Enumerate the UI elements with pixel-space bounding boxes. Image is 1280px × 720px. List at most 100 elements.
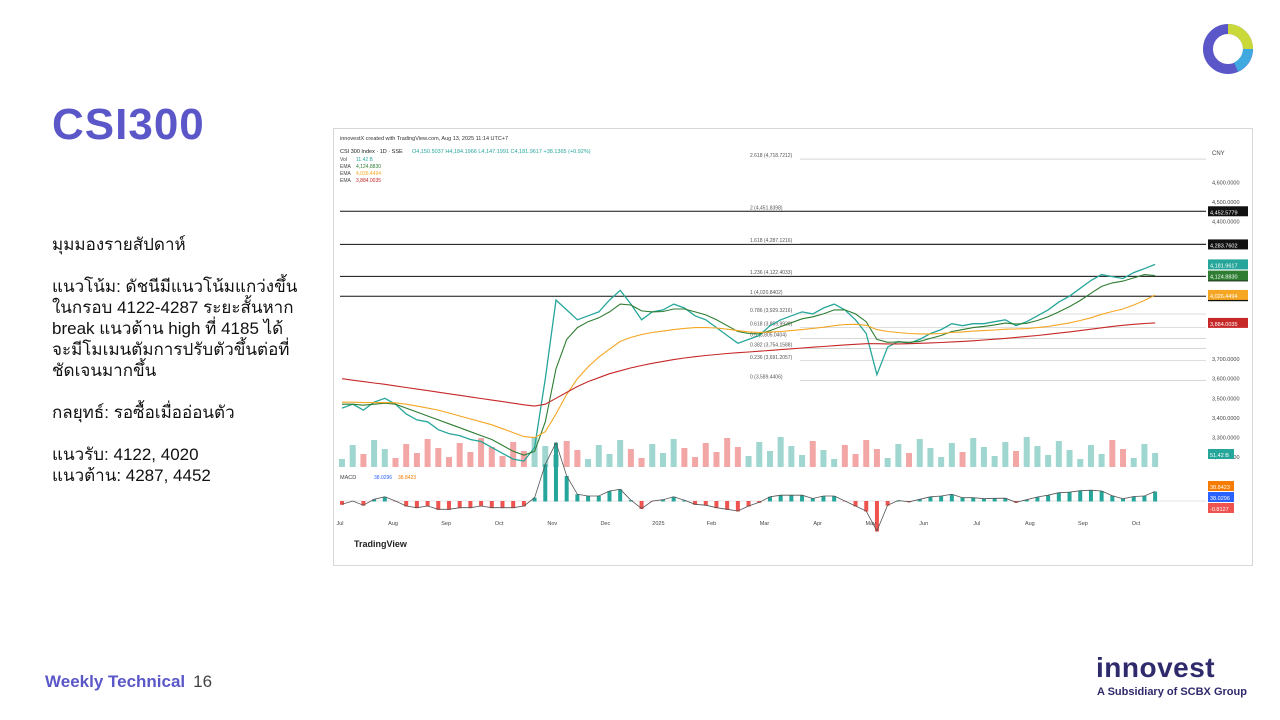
volume-bar bbox=[606, 454, 613, 467]
macd-bar bbox=[714, 501, 719, 509]
volume-bar bbox=[510, 442, 517, 467]
macd-bar bbox=[1121, 498, 1126, 502]
volume-bar bbox=[371, 440, 378, 467]
volume-bar bbox=[670, 439, 677, 467]
chart-symbol: CSI 300 Index · 1D · SSE bbox=[340, 149, 403, 155]
macd-bar bbox=[361, 501, 366, 506]
macd-bar bbox=[896, 500, 901, 502]
volume-bar bbox=[777, 437, 784, 467]
volume-bar bbox=[520, 451, 527, 467]
macd-bar bbox=[639, 501, 644, 509]
strategy-text: กลยุทธ์: รอซื้อเมื่ออ่อนตัว bbox=[52, 403, 235, 422]
tradingview-brand: TradingView bbox=[354, 539, 408, 549]
volume-bar bbox=[638, 458, 645, 467]
macd-bar bbox=[1131, 496, 1136, 502]
indicator-name: Vol bbox=[340, 157, 347, 163]
volume-bar bbox=[488, 447, 495, 467]
macd-bar bbox=[821, 496, 826, 502]
level-tag-label: 4,283.7602 bbox=[1210, 243, 1238, 249]
volume-bar bbox=[766, 451, 773, 467]
macd-bar bbox=[928, 496, 933, 502]
volume-bar bbox=[713, 452, 720, 467]
macd-bar bbox=[479, 501, 484, 507]
price-tag bbox=[1208, 317, 1248, 328]
macd-label: MACD bbox=[340, 475, 356, 481]
macd-tag bbox=[1208, 503, 1234, 513]
indicator-name: EMA bbox=[340, 164, 352, 170]
page-number: 16 bbox=[193, 672, 213, 691]
macd-bar bbox=[853, 501, 858, 507]
x-tick-label: Nov bbox=[547, 521, 557, 527]
volume-bar bbox=[627, 449, 634, 467]
volume-bar bbox=[681, 448, 688, 467]
volume-bar bbox=[1130, 458, 1137, 467]
notes-heading: มุมมองรายสัปดาห์ bbox=[52, 235, 186, 254]
volume-bar bbox=[1013, 451, 1020, 467]
x-tick-label: Jun bbox=[919, 521, 928, 527]
volume-bar bbox=[734, 447, 741, 467]
volume-bar bbox=[916, 439, 923, 467]
macd-bar bbox=[553, 442, 558, 502]
x-tick-label: Oct bbox=[495, 521, 504, 527]
volume-bar bbox=[906, 453, 913, 467]
x-tick-label: Mar bbox=[760, 521, 770, 527]
volume-bar bbox=[884, 458, 891, 467]
price-tag-label: 3,884.0035 bbox=[1210, 322, 1238, 328]
macd-bar bbox=[971, 497, 976, 502]
macd-bar bbox=[468, 501, 473, 509]
chart-canvas: innovestX created with TradingView.com, … bbox=[336, 136, 1248, 549]
volume-bar bbox=[435, 448, 442, 467]
y-tick-label: 4,600.0000 bbox=[1212, 180, 1240, 186]
brand-name: innovest bbox=[1096, 652, 1216, 683]
series-line bbox=[341, 322, 1156, 407]
macd-bar bbox=[703, 501, 708, 506]
volume-tag bbox=[1208, 449, 1234, 459]
fib-label: 2 (4,451.8398) bbox=[750, 205, 783, 211]
macd-bar bbox=[735, 501, 740, 512]
macd-bar bbox=[372, 499, 377, 502]
volume-bar bbox=[809, 441, 816, 467]
volume-bar bbox=[499, 456, 506, 467]
brand-subtitle: A Subsidiary of SCBX Group bbox=[1097, 686, 1247, 698]
y-tick-label: 3,500.0000 bbox=[1212, 396, 1240, 402]
footer: Weekly Technical 16 bbox=[45, 672, 212, 692]
fib-label: 2.618 (4,718.7212) bbox=[750, 153, 793, 159]
volume-bar bbox=[948, 443, 955, 467]
volume-bar bbox=[852, 454, 859, 467]
volume-bar bbox=[595, 445, 602, 467]
volume-bar bbox=[649, 444, 656, 467]
fib-label: 0.786 (3,929.3216) bbox=[750, 308, 793, 314]
macd-bar bbox=[1099, 491, 1104, 502]
volume-bar bbox=[617, 440, 624, 467]
x-tick-label: Sep bbox=[1078, 521, 1088, 527]
volume-bar bbox=[1002, 442, 1009, 467]
macd-bar bbox=[832, 496, 837, 502]
volume-bar bbox=[360, 454, 367, 467]
macd-bar bbox=[575, 494, 580, 502]
volume-bar bbox=[927, 448, 934, 467]
macd-bar bbox=[511, 501, 516, 509]
macd-bar bbox=[436, 501, 441, 510]
chart-header: innovestX created with TradingView.com, … bbox=[340, 136, 508, 142]
macd-bar bbox=[425, 501, 430, 507]
series-line bbox=[342, 274, 1156, 456]
brand-block: innovest A Subsidiary of SCBX Group bbox=[1096, 652, 1247, 702]
indicator-value: 3,884.0035 bbox=[356, 178, 381, 184]
volume-bar bbox=[1034, 446, 1041, 467]
level-tag-label: 4,452.5779 bbox=[1210, 210, 1238, 216]
y-tick-label: 3,400.0000 bbox=[1212, 416, 1240, 422]
volume-bar bbox=[403, 444, 410, 467]
macd-bar bbox=[543, 464, 548, 502]
volume-bar bbox=[478, 438, 485, 467]
macd-bar bbox=[1024, 499, 1029, 502]
x-tick-label: Sep bbox=[441, 521, 451, 527]
price-tag bbox=[1208, 270, 1248, 281]
x-tick-label: Feb bbox=[707, 521, 716, 527]
volume-bar bbox=[745, 456, 752, 467]
volume-bar bbox=[413, 453, 420, 467]
macd-bar bbox=[693, 501, 698, 505]
volume-bar bbox=[756, 442, 763, 467]
x-tick-label: Apr bbox=[813, 521, 822, 527]
price-tag-label: 4,181.9617 bbox=[1210, 263, 1238, 269]
currency-label: CNY bbox=[1212, 151, 1225, 157]
